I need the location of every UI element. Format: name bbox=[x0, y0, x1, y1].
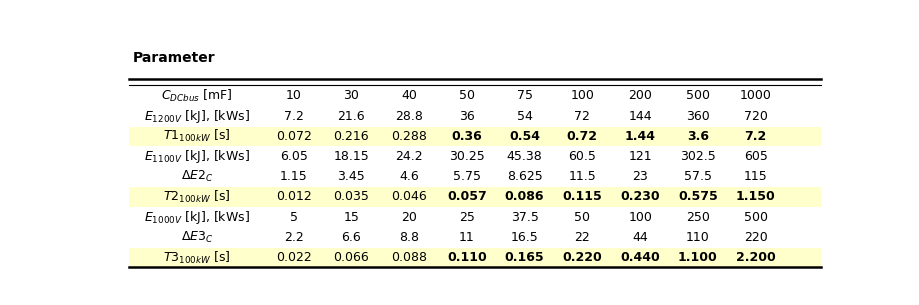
Text: 60.5: 60.5 bbox=[568, 150, 596, 163]
Text: 3.6: 3.6 bbox=[686, 130, 709, 143]
Text: 36: 36 bbox=[459, 109, 474, 123]
Text: 720: 720 bbox=[743, 109, 766, 123]
Text: 0.072: 0.072 bbox=[276, 130, 312, 143]
Text: 37.5: 37.5 bbox=[510, 211, 538, 224]
Text: 30.25: 30.25 bbox=[448, 150, 484, 163]
Text: 302.5: 302.5 bbox=[679, 150, 715, 163]
Text: 11.5: 11.5 bbox=[568, 170, 596, 183]
Text: 0.057: 0.057 bbox=[447, 191, 486, 203]
Text: 5: 5 bbox=[289, 211, 297, 224]
Text: 121: 121 bbox=[628, 150, 652, 163]
Text: 360: 360 bbox=[686, 109, 709, 123]
Text: 30: 30 bbox=[343, 89, 359, 102]
Text: 11: 11 bbox=[459, 231, 474, 244]
Text: 1.44: 1.44 bbox=[624, 130, 655, 143]
Text: 250: 250 bbox=[686, 211, 709, 224]
Text: 72: 72 bbox=[573, 109, 590, 123]
Text: 0.165: 0.165 bbox=[505, 251, 544, 264]
Text: 0.575: 0.575 bbox=[677, 191, 717, 203]
Text: $T3_{100kW}$ [s]: $T3_{100kW}$ [s] bbox=[163, 249, 231, 266]
Text: 24.2: 24.2 bbox=[395, 150, 423, 163]
Text: 100: 100 bbox=[570, 89, 594, 102]
Text: 6.6: 6.6 bbox=[341, 231, 361, 244]
Text: $T1_{100kW}$ [s]: $T1_{100kW}$ [s] bbox=[163, 128, 231, 144]
Text: 0.066: 0.066 bbox=[333, 251, 369, 264]
Text: 57.5: 57.5 bbox=[683, 170, 711, 183]
Text: $E_{1100V}$ [kJ], [kWs]: $E_{1100V}$ [kJ], [kWs] bbox=[144, 148, 250, 165]
Text: 3.45: 3.45 bbox=[337, 170, 365, 183]
Text: 0.220: 0.220 bbox=[562, 251, 602, 264]
Text: 8.8: 8.8 bbox=[399, 231, 419, 244]
Text: $T2_{100kW}$ [s]: $T2_{100kW}$ [s] bbox=[163, 189, 231, 205]
Text: 15: 15 bbox=[343, 211, 359, 224]
Text: 7.2: 7.2 bbox=[283, 109, 303, 123]
Text: 45.38: 45.38 bbox=[506, 150, 542, 163]
Text: 200: 200 bbox=[628, 89, 652, 102]
Text: 0.216: 0.216 bbox=[334, 130, 369, 143]
Text: 4.6: 4.6 bbox=[399, 170, 418, 183]
Text: 20: 20 bbox=[401, 211, 416, 224]
Text: 220: 220 bbox=[743, 231, 766, 244]
Bar bbox=[129, 127, 820, 146]
Text: 16.5: 16.5 bbox=[510, 231, 538, 244]
Text: $E_{1200V}$ [kJ], [kWs]: $E_{1200V}$ [kJ], [kWs] bbox=[144, 108, 250, 124]
Text: 500: 500 bbox=[686, 89, 709, 102]
Text: 0.088: 0.088 bbox=[391, 251, 426, 264]
Text: 50: 50 bbox=[573, 211, 590, 224]
Text: 6.05: 6.05 bbox=[279, 150, 307, 163]
Text: 18.15: 18.15 bbox=[333, 150, 369, 163]
Text: 22: 22 bbox=[573, 231, 590, 244]
Text: 75: 75 bbox=[516, 89, 532, 102]
Text: 0.72: 0.72 bbox=[566, 130, 597, 143]
Text: 5.75: 5.75 bbox=[452, 170, 481, 183]
Text: 0.36: 0.36 bbox=[451, 130, 482, 143]
Text: 1.15: 1.15 bbox=[279, 170, 307, 183]
Text: 110: 110 bbox=[686, 231, 709, 244]
Text: 23: 23 bbox=[631, 170, 647, 183]
Text: 0.022: 0.022 bbox=[276, 251, 312, 264]
Text: 144: 144 bbox=[628, 109, 652, 123]
Text: 21.6: 21.6 bbox=[337, 109, 365, 123]
Text: 2.200: 2.200 bbox=[735, 251, 775, 264]
Text: $\Delta E2_{C}$: $\Delta E2_{C}$ bbox=[180, 169, 213, 184]
Text: 2.2: 2.2 bbox=[283, 231, 303, 244]
Text: 8.625: 8.625 bbox=[506, 170, 542, 183]
Text: 50: 50 bbox=[459, 89, 474, 102]
Text: 10: 10 bbox=[286, 89, 301, 102]
Text: 44: 44 bbox=[631, 231, 647, 244]
Text: 40: 40 bbox=[401, 89, 416, 102]
Text: 0.230: 0.230 bbox=[619, 191, 659, 203]
Text: 0.110: 0.110 bbox=[447, 251, 486, 264]
Text: 7.2: 7.2 bbox=[743, 130, 766, 143]
Text: 0.035: 0.035 bbox=[333, 191, 369, 203]
Text: 0.012: 0.012 bbox=[276, 191, 312, 203]
Text: $C_{DCbus}$ [mF]: $C_{DCbus}$ [mF] bbox=[161, 88, 233, 104]
Text: 0.54: 0.54 bbox=[508, 130, 539, 143]
Text: 0.046: 0.046 bbox=[391, 191, 426, 203]
Text: 605: 605 bbox=[743, 150, 766, 163]
Text: 0.115: 0.115 bbox=[562, 191, 602, 203]
Text: 0.440: 0.440 bbox=[619, 251, 659, 264]
Text: 54: 54 bbox=[516, 109, 532, 123]
Bar bbox=[129, 187, 820, 207]
Text: 500: 500 bbox=[743, 211, 766, 224]
Text: 1000: 1000 bbox=[739, 89, 771, 102]
Text: 0.288: 0.288 bbox=[391, 130, 426, 143]
Text: 115: 115 bbox=[743, 170, 766, 183]
Text: 25: 25 bbox=[459, 211, 474, 224]
Text: $\Delta E3_{C}$: $\Delta E3_{C}$ bbox=[180, 230, 213, 245]
Text: 0.086: 0.086 bbox=[505, 191, 544, 203]
Text: Parameter: Parameter bbox=[132, 51, 215, 65]
Bar bbox=[129, 248, 820, 267]
Text: 28.8: 28.8 bbox=[395, 109, 423, 123]
Text: 100: 100 bbox=[628, 211, 652, 224]
Text: 1.150: 1.150 bbox=[735, 191, 775, 203]
Text: $E_{1000V}$ [kJ], [kWs]: $E_{1000V}$ [kJ], [kWs] bbox=[144, 209, 250, 226]
Text: 1.100: 1.100 bbox=[677, 251, 717, 264]
